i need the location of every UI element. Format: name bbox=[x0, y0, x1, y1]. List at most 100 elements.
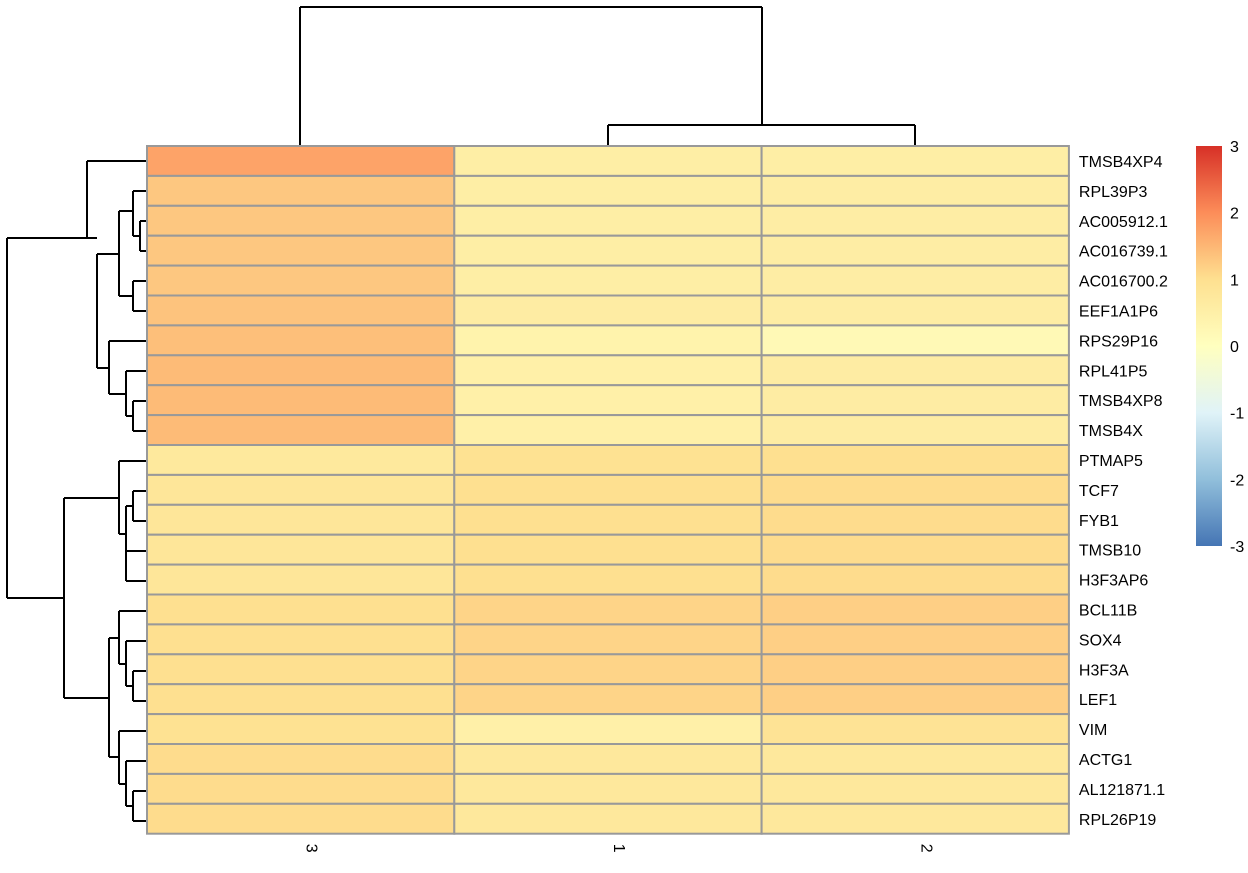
heatmap-cell bbox=[146, 324, 456, 357]
row-label: AC005912.1 bbox=[1079, 214, 1168, 231]
row-label: TMSB4XP8 bbox=[1079, 393, 1163, 410]
row-label: AC016700.2 bbox=[1079, 274, 1168, 291]
heatmap-cell bbox=[760, 503, 1070, 536]
heatmap-cell bbox=[146, 563, 456, 596]
heatmap-cell bbox=[760, 593, 1070, 626]
heatmap-cell bbox=[760, 174, 1070, 207]
heatmap-cell bbox=[146, 683, 456, 716]
row-label: RPS29P16 bbox=[1079, 333, 1158, 350]
heatmap-cell bbox=[453, 204, 763, 237]
row-label: BCL11B bbox=[1079, 602, 1137, 619]
row-label: RPL41P5 bbox=[1079, 363, 1148, 380]
heatmap-cell bbox=[453, 802, 763, 835]
row-label: AC016739.1 bbox=[1079, 244, 1168, 261]
row-label: PTMAP5 bbox=[1079, 453, 1143, 470]
heatmap-cell bbox=[146, 802, 456, 835]
heatmap-cell bbox=[760, 473, 1070, 506]
row-label: AL121871.1 bbox=[1079, 782, 1165, 799]
heatmap-cell bbox=[146, 473, 456, 506]
legend-tick-label: 0 bbox=[1230, 339, 1239, 356]
heatmap-cell bbox=[146, 593, 456, 626]
legend-tick-label: 1 bbox=[1230, 272, 1239, 289]
heatmap-cell bbox=[760, 444, 1070, 476]
legend-tick-label: 3 bbox=[1230, 139, 1239, 156]
heatmap-cell bbox=[146, 174, 456, 207]
heatmap-cell bbox=[146, 384, 456, 417]
heatmap-cell bbox=[146, 713, 456, 745]
heatmap-cell bbox=[146, 145, 456, 177]
heatmap-cell bbox=[146, 533, 456, 566]
row-label: EEF1A1P6 bbox=[1079, 303, 1158, 320]
heatmap-cell bbox=[760, 563, 1070, 596]
row-label: LEF1 bbox=[1079, 692, 1117, 709]
heatmap-cell bbox=[760, 533, 1070, 566]
heatmap-cell bbox=[453, 563, 763, 596]
heatmap-cell bbox=[453, 234, 763, 267]
row-label: ACTG1 bbox=[1079, 752, 1132, 769]
heatmap-cell bbox=[453, 473, 763, 506]
heatmap-cell bbox=[760, 772, 1070, 805]
heatmap-cell bbox=[760, 414, 1070, 447]
heatmap-cell bbox=[453, 294, 763, 327]
heatmap-cell bbox=[760, 713, 1070, 745]
heatmap-cells bbox=[146, 145, 1070, 835]
color-legend: 3 2 1 0 -1 -2 -3 bbox=[1196, 139, 1244, 556]
row-label: H3F3A bbox=[1079, 662, 1129, 679]
heatmap-cell bbox=[453, 743, 763, 775]
heatmap-cell bbox=[760, 324, 1070, 357]
heatmap-cell bbox=[760, 623, 1070, 656]
heatmap-cell bbox=[453, 414, 763, 447]
row-label: VIM bbox=[1079, 722, 1107, 739]
heatmap-cell bbox=[453, 264, 763, 297]
heatmap-cell bbox=[146, 743, 456, 775]
heatmap-cell bbox=[146, 623, 456, 656]
heatmap-cell bbox=[146, 444, 456, 476]
row-label: SOX4 bbox=[1079, 632, 1122, 649]
heatmap-cell bbox=[453, 533, 763, 566]
row-dendrogram bbox=[6, 160, 147, 822]
heatmap-cell bbox=[146, 354, 456, 387]
legend-colorbar bbox=[1196, 146, 1222, 546]
heatmap-cell bbox=[760, 204, 1070, 237]
heatmap-cell bbox=[453, 623, 763, 656]
heatmap-cell bbox=[760, 354, 1070, 387]
heatmap-cell bbox=[453, 772, 763, 805]
row-label: TMSB4XP4 bbox=[1079, 154, 1163, 171]
legend-tick-label: -2 bbox=[1230, 472, 1244, 489]
heatmap-cell bbox=[146, 772, 456, 805]
legend-tick-label: 2 bbox=[1230, 206, 1239, 223]
heatmap-cell bbox=[146, 264, 456, 297]
row-label: TCF7 bbox=[1079, 483, 1119, 500]
column-label: 2 bbox=[917, 844, 934, 853]
heatmap-cell bbox=[453, 444, 763, 476]
row-label: FYB1 bbox=[1079, 513, 1119, 530]
heatmap-cell bbox=[760, 384, 1070, 417]
heatmap-cell bbox=[453, 653, 763, 686]
heatmap-cell bbox=[146, 234, 456, 267]
heatmap-cell bbox=[453, 354, 763, 387]
column-dendrogram bbox=[299, 6, 916, 146]
legend-tick-label: -1 bbox=[1230, 406, 1244, 423]
heatmap-cell bbox=[453, 145, 763, 177]
heatmap-cell bbox=[760, 653, 1070, 686]
row-labels: TMSB4XP4 RPL39P3 AC005912.1 AC016739.1 AC016… bbox=[1079, 154, 1168, 829]
row-label: RPL39P3 bbox=[1079, 184, 1148, 201]
heatmap-cell bbox=[453, 384, 763, 417]
heatmap-cell bbox=[453, 324, 763, 357]
heatmap-cell bbox=[760, 294, 1070, 327]
heatmap-cell bbox=[146, 294, 456, 327]
heatmap-cell bbox=[146, 653, 456, 686]
heatmap-cell bbox=[760, 743, 1070, 775]
row-label: TMSB10 bbox=[1079, 543, 1141, 560]
heatmap-cell bbox=[453, 713, 763, 745]
heatmap-cell bbox=[760, 802, 1070, 835]
legend-tick-label: -3 bbox=[1230, 539, 1244, 556]
heatmap-cell bbox=[453, 503, 763, 536]
heatmap-cell bbox=[146, 204, 456, 237]
heatmap-cell bbox=[146, 414, 456, 447]
heatmap-cell bbox=[760, 234, 1070, 267]
row-label: RPL26P19 bbox=[1079, 812, 1156, 829]
column-label: 3 bbox=[303, 844, 320, 853]
